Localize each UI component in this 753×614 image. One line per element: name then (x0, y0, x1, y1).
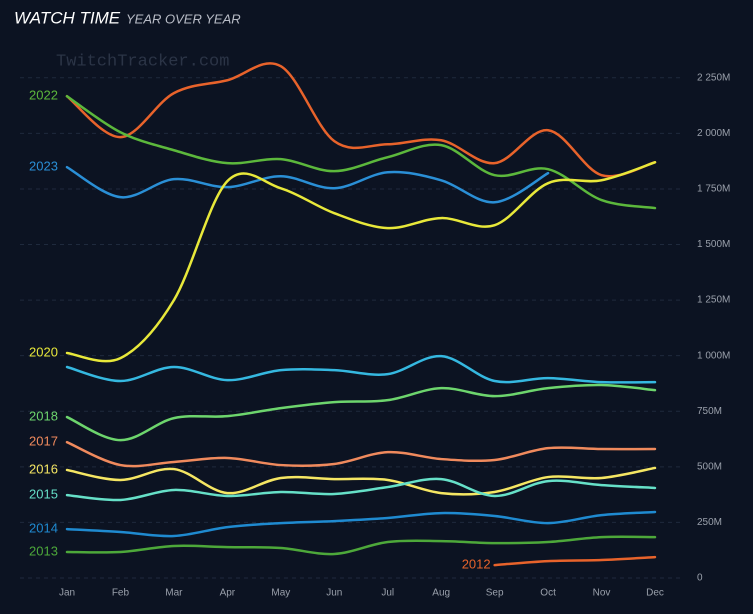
y-tick-label: 0 (697, 573, 703, 584)
series-line (65, 94, 657, 210)
series-label: 2020 (29, 344, 58, 359)
series-label: 2018 (29, 408, 58, 423)
chart-subtitle: YEAR OVER YEAR (126, 11, 241, 26)
x-tick-label: Sep (486, 588, 504, 599)
series-line (65, 466, 657, 496)
x-tick-label: Jun (326, 588, 342, 599)
series-line (65, 62, 657, 178)
series-line (65, 440, 657, 468)
series-label: 2016 (29, 461, 58, 476)
y-tick-label: 250M (697, 517, 722, 528)
x-tick-label: Feb (112, 588, 130, 599)
x-tick-label: Dec (646, 588, 664, 599)
series-label: 2015 (29, 487, 58, 502)
x-tick-label: Mar (165, 588, 183, 599)
x-tick-label: May (271, 588, 290, 599)
x-tick-label: Apr (220, 588, 236, 599)
series-line (65, 165, 550, 204)
series-line (65, 510, 657, 538)
series-line (65, 354, 657, 384)
series-label: 2013 (29, 543, 58, 558)
x-tick-label: Aug (432, 588, 450, 599)
series-label: 2012 (462, 557, 491, 572)
y-tick-label: 2 000M (697, 128, 730, 139)
series-label: 2014 (29, 521, 58, 536)
y-tick-label: 1 500M (697, 239, 730, 250)
x-tick-label: Nov (593, 588, 611, 599)
series-line (65, 383, 657, 442)
x-tick-label: Oct (540, 588, 556, 599)
y-tick-label: 750M (697, 406, 722, 417)
y-tick-label: 1 000M (697, 350, 730, 361)
series-label: 2022 (29, 88, 58, 103)
series-line (493, 555, 657, 567)
chart-title: WATCH TIME (14, 8, 121, 27)
watermark: TwitchTracker.com (56, 52, 229, 71)
y-tick-label: 2 250M (697, 72, 730, 83)
y-tick-label: 1 250M (697, 295, 730, 306)
series-line (65, 535, 657, 556)
x-tick-label: Jul (381, 588, 394, 599)
x-tick-label: Jan (59, 588, 75, 599)
series-label: 2017 (29, 434, 58, 449)
y-tick-label: 1 750M (697, 184, 730, 195)
series-line (65, 477, 657, 502)
series-line (65, 161, 657, 363)
y-tick-label: 500M (697, 461, 722, 472)
series-label: 2023 (29, 159, 58, 174)
